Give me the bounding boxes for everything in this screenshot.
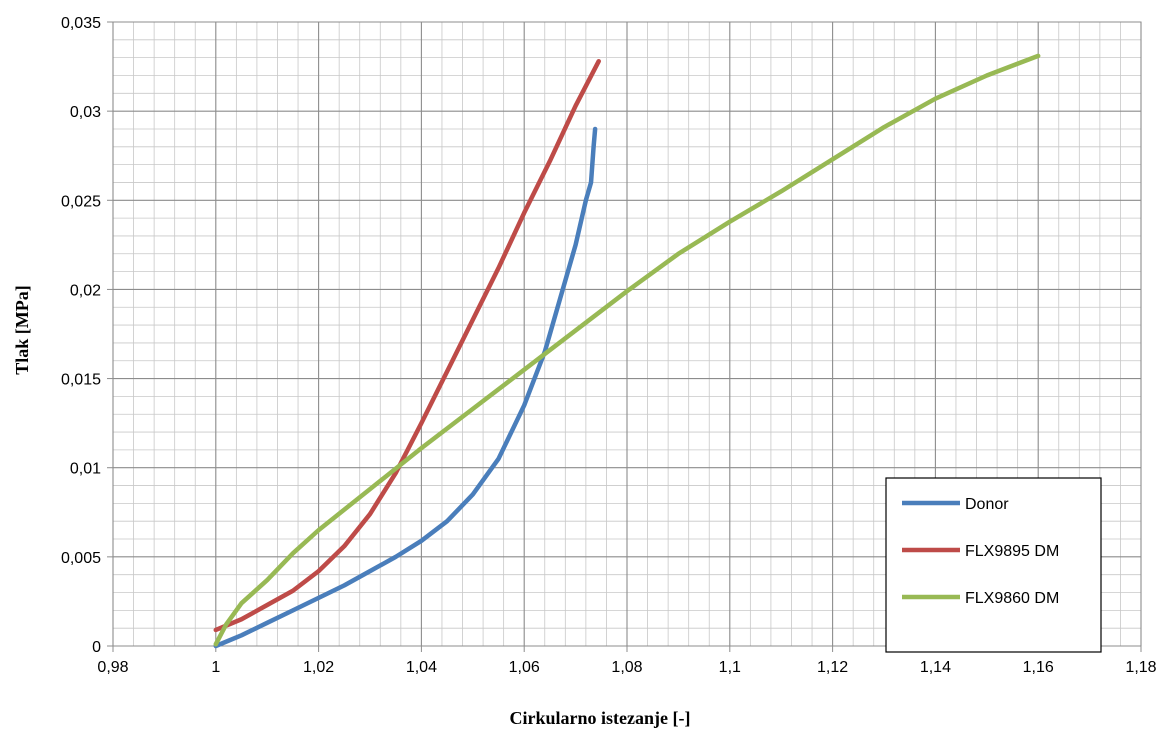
y-tick-label: 0,03 (70, 104, 101, 121)
y-axis-title: Tlak [MPa] (12, 285, 32, 375)
x-tick-label: 1,1 (719, 659, 741, 676)
legend-label-flx9860-dm: FLX9860 DM (965, 590, 1059, 607)
series-line-flx9895-dm (213, 58, 601, 633)
y-tick-label: 0,005 (61, 550, 101, 567)
y-tick-label: 0,02 (70, 282, 101, 299)
x-tick-label: 1,12 (817, 659, 848, 676)
x-axis-ticks: 0,98 1 1,02 1,04 1,06 1,08 1,1 1,12 1,14 1,16 1,18 (97, 646, 1157, 676)
x-tick-label: 1,08 (611, 659, 642, 676)
series-lines (213, 53, 1041, 649)
legend: Donor FLX9895 DM FLX9860 DM (885, 477, 1102, 653)
x-tick-label: 0,98 (97, 659, 128, 676)
x-tick-label: 1,14 (920, 659, 951, 676)
x-tick-label: 1 (211, 659, 220, 676)
x-axis-title: Cirkularno istezanje [-] (510, 708, 691, 728)
x-tick-label: 1,04 (406, 659, 437, 676)
y-tick-label: 0,01 (70, 461, 101, 478)
y-tick-label: 0,015 (61, 372, 101, 389)
y-tick-label: 0,035 (61, 15, 101, 32)
legend-box (885, 477, 1102, 653)
series-line-donor (213, 126, 598, 649)
x-tick-label: 1,06 (509, 659, 540, 676)
series-line-flx9860-dm (213, 53, 1041, 647)
legend-label-flx9895-dm: FLX9895 DM (965, 543, 1059, 560)
y-axis-ticks: 0 0,005 0,01 0,015 0,02 0,025 0,03 0,035 (61, 15, 113, 656)
y-tick-label: 0 (92, 639, 101, 656)
x-tick-label: 1,18 (1125, 659, 1156, 676)
x-tick-label: 1,16 (1023, 659, 1054, 676)
y-tick-label: 0,025 (61, 193, 101, 210)
legend-label-donor: Donor (965, 496, 1009, 513)
x-tick-label: 1,02 (303, 659, 334, 676)
